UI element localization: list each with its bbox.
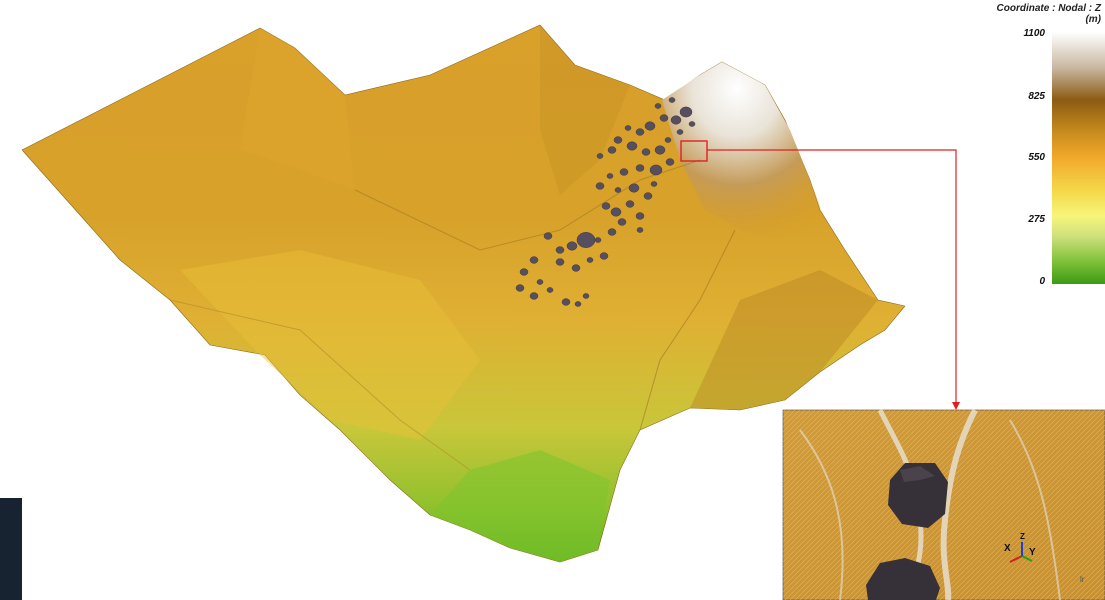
boulder bbox=[607, 146, 617, 154]
boulder bbox=[607, 228, 617, 236]
boulder bbox=[664, 137, 672, 143]
colorbar-title-line1: Coordinate : Nodal : Z bbox=[996, 3, 1101, 14]
boulder bbox=[595, 182, 605, 190]
inset-small-mark: lr bbox=[1080, 575, 1085, 584]
boulder bbox=[515, 284, 525, 292]
boulder bbox=[536, 279, 544, 285]
boulder bbox=[606, 173, 614, 179]
boulder bbox=[670, 115, 682, 125]
boulder-cloud bbox=[515, 97, 696, 307]
boulder bbox=[650, 181, 658, 187]
zoom-callout bbox=[680, 140, 960, 410]
boulder bbox=[628, 183, 640, 193]
boulder bbox=[546, 287, 554, 293]
boulder bbox=[636, 227, 644, 233]
boulder bbox=[619, 168, 629, 176]
boulder bbox=[574, 301, 582, 307]
boulder bbox=[665, 158, 675, 166]
boulder bbox=[610, 207, 622, 217]
boulder bbox=[649, 164, 663, 176]
boulder bbox=[613, 136, 623, 144]
boulder bbox=[529, 292, 539, 300]
terrain-surface bbox=[21, 24, 906, 563]
side-panel-edge bbox=[0, 498, 22, 600]
inset-boulder bbox=[866, 558, 940, 600]
boulder bbox=[676, 129, 684, 135]
colorbar-gradient bbox=[1052, 32, 1105, 284]
boulder bbox=[688, 121, 696, 127]
zoom-inset[interactable] bbox=[782, 408, 1105, 600]
boulder bbox=[624, 125, 632, 131]
colorbar-tick: 0 bbox=[1039, 276, 1045, 287]
boulder bbox=[679, 106, 693, 118]
boulder bbox=[659, 114, 669, 122]
zoom-region-box bbox=[680, 140, 708, 162]
boulder bbox=[529, 256, 539, 264]
boulder bbox=[519, 268, 529, 276]
boulder bbox=[668, 97, 676, 103]
boulder bbox=[617, 218, 627, 226]
boulder bbox=[625, 200, 635, 208]
boulder bbox=[643, 192, 653, 200]
colorbar-tick: 825 bbox=[1028, 91, 1045, 102]
boulder bbox=[582, 293, 590, 299]
boulder bbox=[555, 246, 565, 254]
colorbar-title: Coordinate : Nodal : Z (m) bbox=[997, 3, 1101, 25]
axis-triad bbox=[1009, 542, 1033, 563]
boulder bbox=[599, 252, 609, 260]
boulder bbox=[601, 202, 611, 210]
boulder bbox=[641, 148, 651, 156]
inset-boulder bbox=[888, 463, 948, 528]
axis-z-label: Z bbox=[1020, 532, 1025, 541]
colorbar-tick: 1100 bbox=[1023, 28, 1045, 39]
colorbar-title-line2: (m) bbox=[1085, 14, 1101, 25]
colorbar-tick: 275 bbox=[1028, 214, 1045, 225]
boulder bbox=[555, 258, 565, 266]
boulder bbox=[586, 257, 594, 263]
boulder bbox=[635, 212, 645, 220]
boulder bbox=[635, 164, 645, 172]
boulder bbox=[543, 232, 553, 240]
boulder bbox=[576, 232, 596, 248]
boulder bbox=[561, 298, 571, 306]
boulder bbox=[654, 145, 666, 155]
boulder bbox=[644, 121, 656, 131]
axis-x-label: X bbox=[1004, 543, 1011, 554]
boulder bbox=[596, 153, 604, 159]
boulder bbox=[626, 141, 638, 151]
axis-y-label: Y bbox=[1029, 547, 1036, 558]
colorbar-tick: 550 bbox=[1028, 152, 1045, 163]
callout-leader-line bbox=[707, 149, 957, 404]
callout-arrowhead bbox=[952, 402, 960, 410]
boulder bbox=[635, 128, 645, 136]
boulder bbox=[566, 241, 578, 251]
boulder bbox=[571, 264, 581, 272]
boulder bbox=[614, 187, 622, 193]
boulder bbox=[594, 237, 602, 243]
boulder bbox=[654, 103, 662, 109]
